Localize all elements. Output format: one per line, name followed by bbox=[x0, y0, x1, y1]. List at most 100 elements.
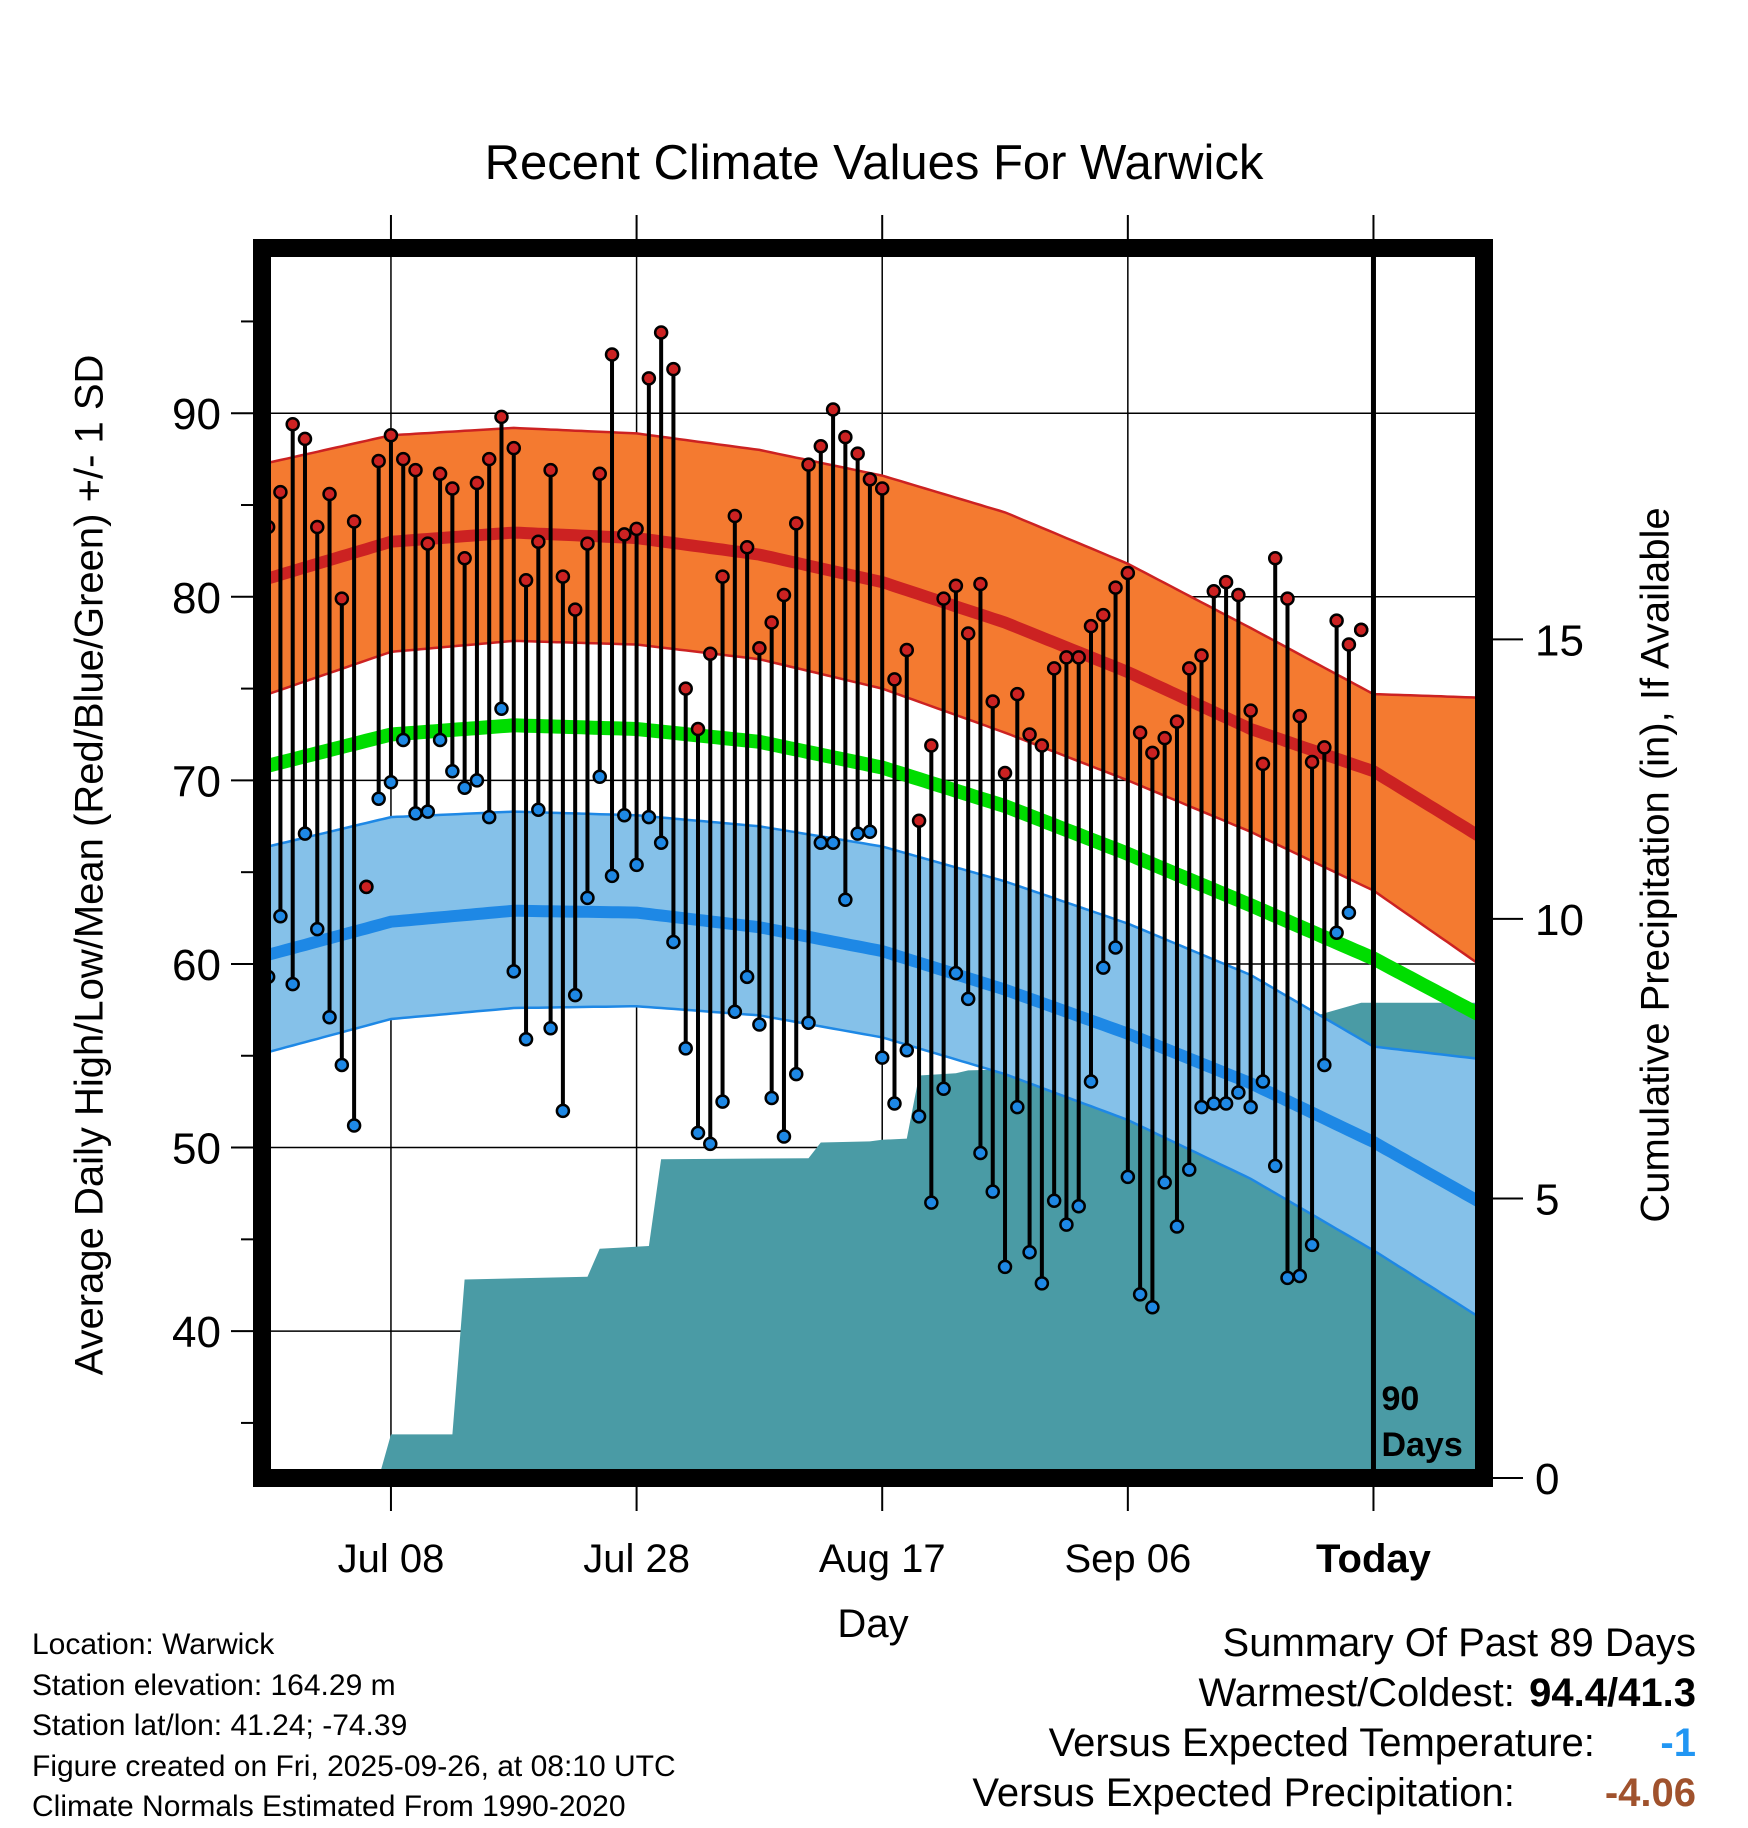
obs-low-point bbox=[604, 868, 620, 884]
obs-low-point bbox=[1243, 1099, 1258, 1115]
obs-low-point bbox=[666, 934, 681, 950]
obs-low-point bbox=[838, 892, 853, 907]
obs-low-point bbox=[567, 987, 583, 1003]
obs-low-point bbox=[1218, 1096, 1234, 1111]
obs-low-point bbox=[936, 1081, 951, 1097]
obs-low-point bbox=[1341, 905, 1357, 920]
obs-high-point bbox=[690, 721, 706, 737]
obs-low-point bbox=[408, 806, 423, 821]
obs-high-point bbox=[1083, 618, 1099, 634]
obs-high-point bbox=[997, 765, 1013, 781]
obs-high-point bbox=[285, 416, 300, 432]
obs-high-point bbox=[1108, 580, 1123, 595]
obs-low-point bbox=[432, 732, 448, 748]
obs-low-point bbox=[420, 804, 436, 819]
obs-high-point bbox=[383, 428, 399, 443]
obs-low-point bbox=[1280, 1270, 1295, 1286]
obs-high-point bbox=[936, 591, 951, 606]
obs-high-point bbox=[715, 569, 730, 584]
obs-high-point bbox=[764, 615, 779, 630]
x-tick-label: Today bbox=[1316, 1537, 1432, 1581]
obs-high-point bbox=[973, 576, 988, 592]
obs-high-point bbox=[1157, 730, 1172, 746]
obs-low-point bbox=[371, 791, 386, 806]
obs-high-point bbox=[469, 475, 485, 491]
obs-low-point bbox=[592, 769, 607, 784]
obs-low-point bbox=[641, 809, 657, 825]
obs-low-point bbox=[887, 1096, 902, 1111]
obs-high-point bbox=[567, 602, 583, 617]
obs-low-point bbox=[813, 835, 829, 851]
obs-high-point bbox=[1231, 587, 1246, 603]
obs-low-point bbox=[346, 1118, 362, 1133]
obs-low-point bbox=[1292, 1268, 1308, 1284]
summary-vs-precip: Versus Expected Precipitation: -4.06 bbox=[972, 1768, 1696, 1818]
obs-high-point bbox=[1304, 754, 1320, 770]
axes: 90 Days 40 50 60 70 80 90 0 5 10 15 Jul 08 Jul 28 Aug … bbox=[172, 215, 1584, 1581]
summary-warmest-coldest: Warmest/Coldest: 94.4/41.3 bbox=[972, 1668, 1697, 1718]
obs-high-point bbox=[838, 429, 853, 445]
observations bbox=[262, 325, 1369, 1315]
meta-elevation: Station elevation: 164.29 m bbox=[32, 1668, 396, 1702]
obs-low-point bbox=[334, 1057, 350, 1073]
y2-tick-label: 10 bbox=[1535, 896, 1584, 945]
obs-low-point bbox=[924, 1195, 939, 1210]
obs-high-point bbox=[518, 573, 534, 588]
obs-low-point bbox=[629, 857, 644, 873]
obs-low-point bbox=[653, 835, 669, 851]
high-normal-band bbox=[262, 426, 1484, 970]
obs-high-point bbox=[1292, 708, 1308, 724]
obs-low-point bbox=[1304, 1237, 1320, 1253]
obs-high-point bbox=[543, 462, 558, 478]
obs-high-point bbox=[801, 457, 816, 472]
obs-high-point bbox=[310, 519, 325, 535]
low-normal-band bbox=[262, 810, 1484, 1322]
obs-low-point bbox=[960, 991, 976, 1007]
obs-low-point bbox=[1010, 1099, 1025, 1115]
obs-low-point bbox=[825, 835, 841, 851]
obs-high-point bbox=[899, 642, 915, 658]
y-tick-label: 70 bbox=[172, 757, 221, 806]
obs-low-point bbox=[1145, 1300, 1160, 1315]
obs-low-point bbox=[899, 1043, 915, 1058]
obs-high-point bbox=[617, 527, 632, 542]
obs-high-point bbox=[641, 371, 657, 386]
obs-high-point bbox=[297, 431, 313, 447]
obs-low-point bbox=[445, 763, 460, 779]
obs-low-point bbox=[617, 808, 632, 823]
obs-low-point bbox=[1317, 1057, 1332, 1073]
obs-high-point bbox=[371, 453, 386, 469]
obs-low-point bbox=[1181, 1162, 1197, 1177]
obs-low-point bbox=[1157, 1175, 1172, 1190]
plot-frame bbox=[253, 239, 1493, 1487]
obs-high-point bbox=[752, 640, 767, 656]
obs-high-point bbox=[395, 451, 411, 467]
obs-low-point bbox=[506, 964, 522, 979]
obs-high-point bbox=[1145, 745, 1160, 761]
obs-high-point bbox=[825, 402, 841, 417]
obs-high-point bbox=[506, 440, 522, 456]
vs-temp-value: -1 bbox=[1660, 1721, 1696, 1765]
obs-low-point bbox=[518, 1031, 534, 1047]
obs-low-point bbox=[850, 826, 865, 841]
obs-low-point bbox=[703, 1136, 718, 1152]
obs-high-point bbox=[629, 521, 644, 537]
obs-low-point bbox=[531, 802, 546, 818]
obs-low-point bbox=[788, 1066, 804, 1082]
obs-high-point bbox=[653, 325, 669, 340]
obs-high-point bbox=[948, 578, 964, 594]
obs-high-point bbox=[1034, 738, 1050, 753]
obs-high-point bbox=[887, 672, 902, 687]
obs-high-point bbox=[1353, 622, 1369, 638]
obs-low-point bbox=[383, 774, 399, 790]
x-tick-label: Sep 06 bbox=[1064, 1537, 1191, 1581]
vs-temp-label: Versus Expected Temperature: bbox=[1048, 1721, 1595, 1765]
obs-high-point bbox=[346, 514, 362, 529]
obs-high-point bbox=[727, 508, 743, 524]
x-axis-label: Day bbox=[837, 1602, 909, 1646]
obs-low-point bbox=[481, 809, 497, 825]
obs-high-point bbox=[1194, 648, 1209, 663]
obs-high-point bbox=[1022, 727, 1037, 742]
today-days-label: 90 bbox=[1381, 1380, 1419, 1418]
